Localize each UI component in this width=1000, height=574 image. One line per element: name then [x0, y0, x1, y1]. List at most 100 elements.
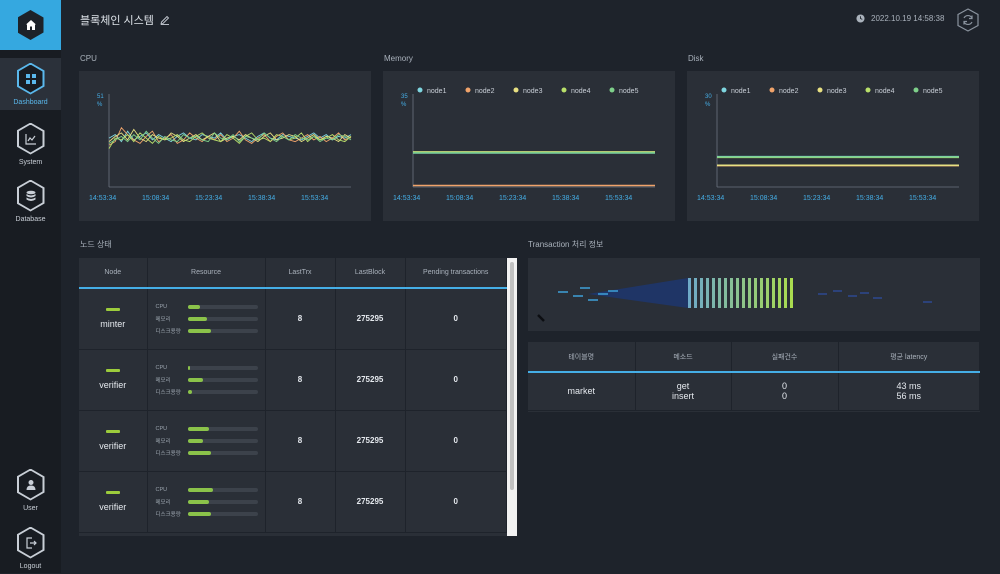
series-line-node2: [108, 126, 352, 146]
col-avg-latency: 평균 latency: [838, 342, 980, 373]
refresh-button[interactable]: [957, 8, 979, 37]
resource-cell: CPU 메모리 디스크용량: [147, 349, 266, 411]
sidebar-item-label: Logout: [19, 562, 42, 570]
flow-bar: [700, 278, 703, 308]
resource-label: 디스크용량: [155, 389, 181, 396]
x-tick-label: 15:08:34: [750, 195, 777, 202]
legend-label: node1: [731, 88, 751, 95]
resource-cpu: CPU: [156, 423, 265, 435]
resource-label: CPU: [155, 303, 168, 310]
latency-cell: 43 ms 56 ms: [838, 372, 980, 411]
fail-get: 0: [781, 381, 787, 392]
home-logo-button[interactable]: [0, 0, 61, 50]
flow-bar: [748, 278, 751, 308]
flow-bar: [766, 278, 769, 308]
flow-funnel: [588, 278, 688, 308]
legend-dot: [609, 87, 615, 93]
table-name-cell: market: [528, 372, 636, 411]
flow-bar: [760, 278, 763, 308]
resource-bar-fill: [187, 365, 191, 370]
cpu-section-title: CPU: [80, 54, 97, 63]
node-name: verifier: [99, 441, 127, 451]
resource-bar: [187, 304, 258, 309]
resource-bar: [187, 487, 258, 492]
refresh-icon: [957, 8, 979, 32]
series-line-node1: [108, 130, 352, 143]
flow-bar: [694, 278, 697, 308]
flow-marker: [537, 314, 545, 322]
sidebar-item-label: Database: [15, 215, 46, 223]
resource-cell: CPU 메모리 디스크용량: [147, 288, 266, 350]
pending-cell: 0: [405, 288, 507, 350]
resource-bar-fill: [187, 450, 212, 455]
transaction-flow-visual: [537, 278, 932, 322]
legend-dot: [721, 87, 727, 93]
resource-label: CPU: [155, 425, 168, 432]
legend-dot: [769, 87, 775, 93]
resource-label: CPU: [155, 486, 168, 493]
edit-pencil-icon[interactable]: [160, 15, 170, 25]
y-axis-unit: %: [97, 102, 103, 108]
latency-get: 43 ms: [896, 381, 921, 392]
table-row: verifier CPU 메모리 디스크용량 8 275295 0: [79, 471, 507, 533]
resource-mem: 메모리: [156, 313, 265, 325]
legend-dot: [817, 87, 823, 93]
legend-dot: [913, 87, 919, 93]
flow-bar: [790, 278, 793, 308]
sidebar-item-logout[interactable]: Logout: [0, 522, 61, 574]
scrollbar-thumb[interactable]: [510, 262, 514, 490]
memory-section-title: Memory: [384, 54, 413, 63]
node-status-table: Node Resource LastTrx LastBlock Pending …: [79, 258, 507, 533]
lasttrx-cell: 8: [265, 410, 336, 472]
node-status-panel: Node Resource LastTrx LastBlock Pending …: [79, 258, 507, 536]
sidebar-item-dashboard[interactable]: Dashboard: [0, 58, 61, 110]
y-axis-top-label: 30: [705, 94, 712, 100]
node-table-scrollbar[interactable]: [507, 258, 517, 536]
legend-label: node5: [923, 88, 943, 95]
col-lasttrx: LastTrx: [265, 258, 336, 289]
resource-label: 디스크용량: [155, 328, 181, 335]
flow-bar: [736, 278, 739, 308]
y-axis-unit: %: [705, 102, 711, 108]
resource-mem: 메모리: [156, 496, 265, 508]
resource-bar-fill: [187, 377, 203, 382]
col-table-name: 테이블명: [528, 342, 636, 373]
resource-bar: [187, 389, 258, 394]
sidebar-item-system[interactable]: System: [0, 118, 61, 170]
sidebar-item-user[interactable]: User: [0, 464, 61, 516]
x-tick-label: 15:53:34: [605, 195, 632, 202]
x-tick-label: 15:38:34: [856, 195, 883, 202]
resource-bar: [187, 450, 258, 455]
flow-bar: [724, 278, 727, 308]
legend-dot: [513, 87, 519, 93]
x-tick-label: 14:53:34: [393, 195, 420, 202]
x-tick-label: 15:08:34: [446, 195, 473, 202]
method-cell: get insert: [635, 372, 732, 411]
col-method: 메소드: [635, 342, 732, 373]
col-pending: Pending transactions: [405, 258, 507, 289]
resource-cpu: CPU: [156, 301, 265, 313]
x-tick-label: 14:53:34: [697, 195, 724, 202]
series-line-node4: [108, 132, 352, 149]
legend-label: node3: [523, 88, 543, 95]
resource-bar-fill: [187, 316, 208, 321]
flow-bar: [778, 278, 781, 308]
pending-cell: 0: [405, 410, 507, 472]
user-icon: [16, 468, 45, 501]
sidebar-item-database[interactable]: Database: [0, 175, 61, 227]
resource-bar-fill: [187, 487, 213, 492]
resource-mem: 메모리: [156, 435, 265, 447]
resource-bar: [187, 426, 258, 431]
x-tick-label: 14:53:34: [89, 195, 116, 202]
x-tick-label: 15:23:34: [195, 195, 222, 202]
clock-icon: [856, 14, 865, 23]
lasttrx-cell: 8: [265, 288, 336, 350]
resource-bar-fill: [187, 389, 192, 394]
lasttrx-cell: 8: [265, 349, 336, 411]
node-cell: verifier: [79, 349, 148, 411]
resource-bar-fill: [187, 426, 209, 431]
transaction-table: 테이블명 메소드 실패건수 평균 latency market get inser…: [528, 342, 980, 411]
disk-chart-panel: node1 node2 node3 node4 node5 30% 14:53:34 15:0…: [687, 71, 979, 221]
